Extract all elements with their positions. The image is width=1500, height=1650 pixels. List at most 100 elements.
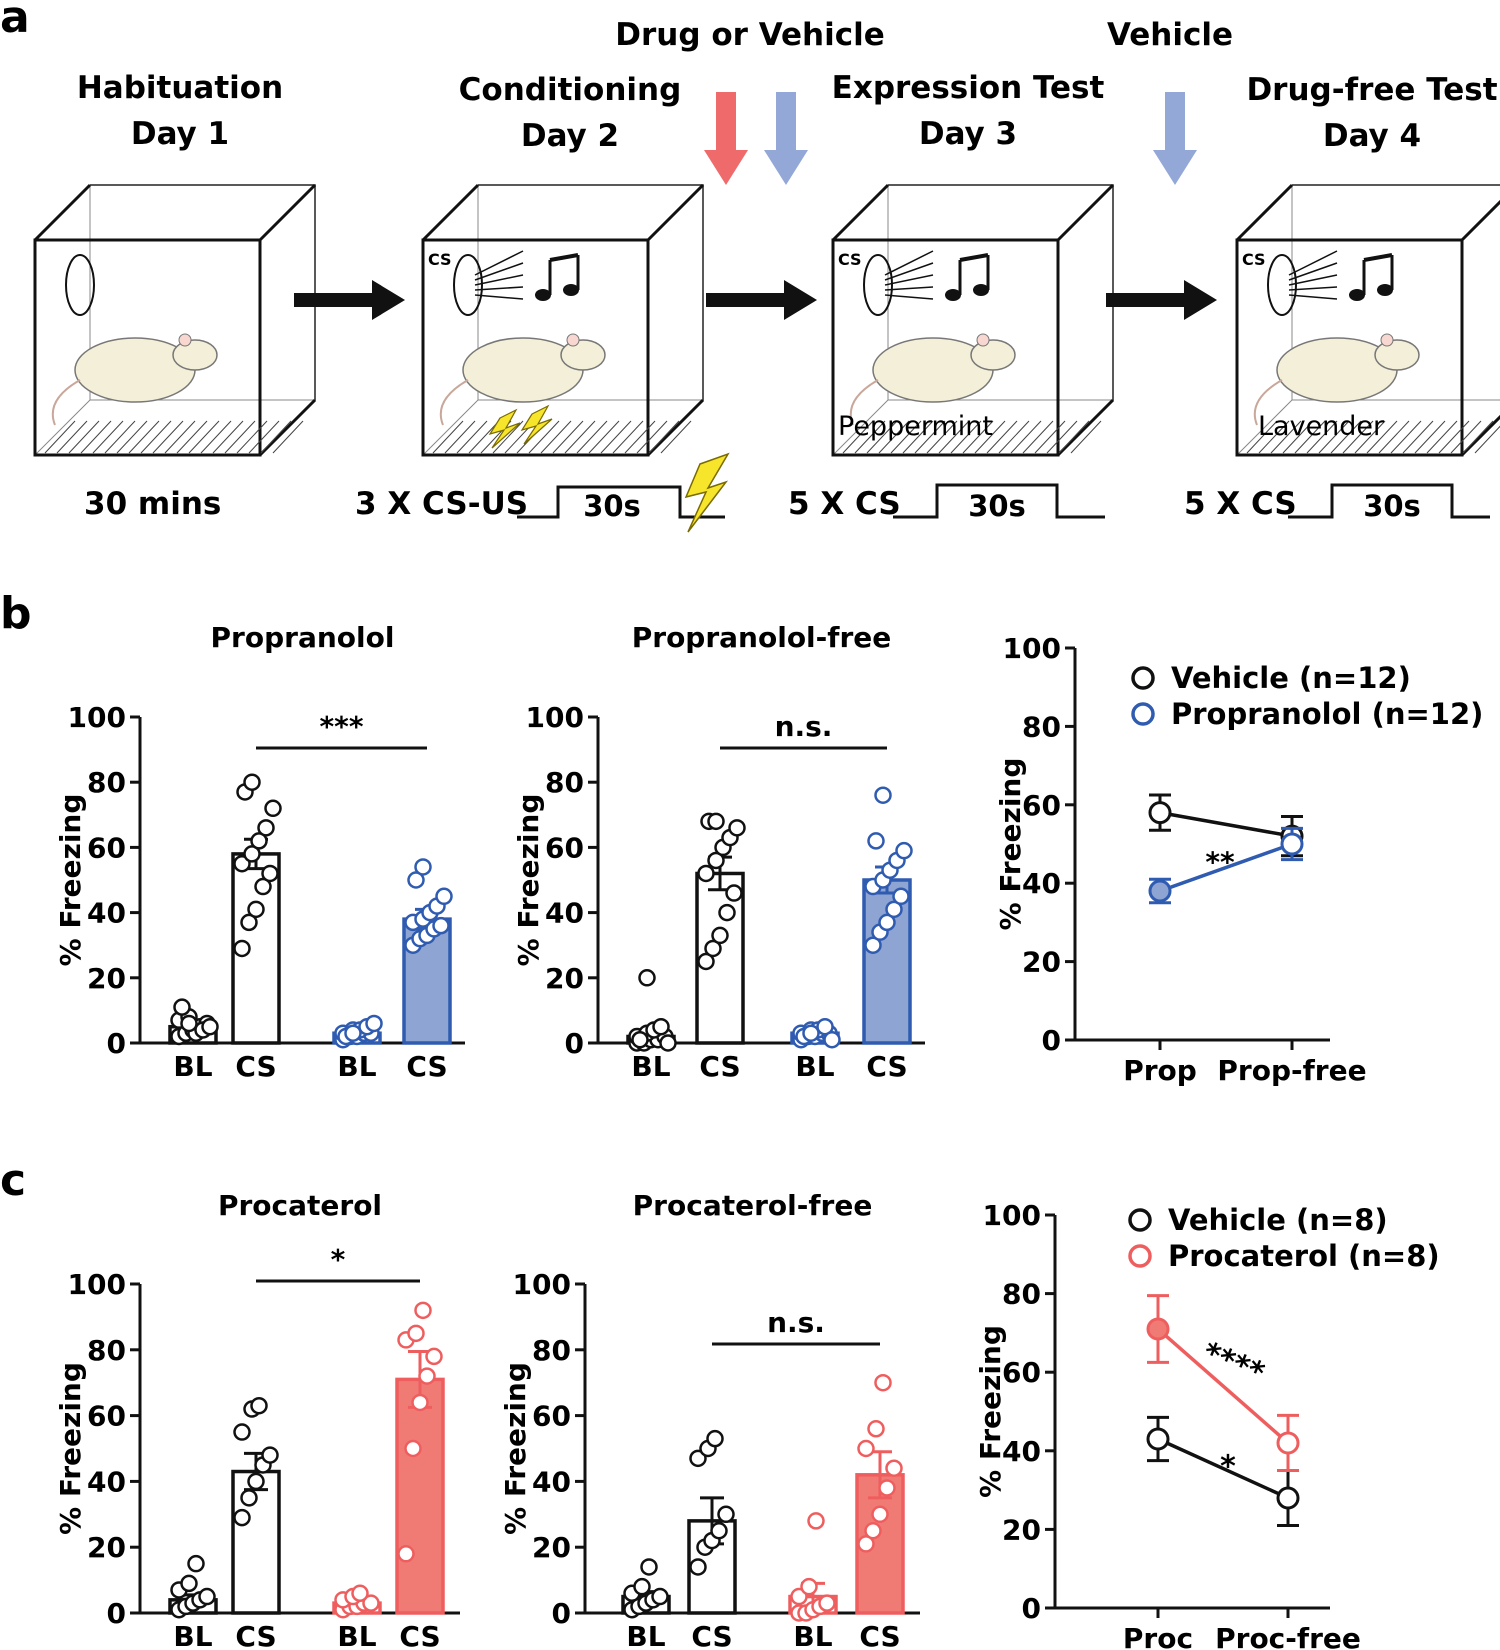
b1-point [432, 916, 450, 935]
b1-point [240, 913, 258, 932]
c2-point [807, 1512, 825, 1530]
c1-point [404, 1439, 422, 1458]
c1-point [407, 1324, 425, 1343]
flow-arrow-icon [1106, 280, 1217, 320]
b2-point [878, 913, 896, 932]
c1-point [414, 1301, 432, 1320]
c1-ytick-label: 100 [68, 1268, 126, 1301]
b1-point [173, 998, 191, 1016]
b1-point [264, 799, 282, 818]
c1-ytick-label: 20 [87, 1531, 126, 1564]
protocol-2: 3 X CS-US [355, 486, 528, 522]
c1-point [247, 1472, 265, 1491]
c1-point [261, 1446, 279, 1464]
b2-point [885, 900, 903, 919]
c2-xtick-label: CS [859, 1620, 900, 1650]
b1-ylabel: % Freezing [54, 794, 87, 967]
b1-point [261, 864, 279, 883]
c1-point [180, 1574, 198, 1593]
b1-ytick-label: 40 [87, 897, 126, 930]
c1-point [411, 1393, 429, 1412]
b1-point [243, 845, 261, 863]
rat-icon [439, 333, 606, 426]
c2-point [864, 1522, 882, 1540]
pulse-2: 30s [583, 489, 641, 523]
c3-point [1146, 1427, 1170, 1451]
stage-4-title: Drug-free Test [1246, 72, 1497, 108]
b2-title: Propranolol-free [632, 621, 892, 654]
b3-ylabel: % Freezing [994, 758, 1027, 931]
speaker-icon [1267, 254, 1297, 316]
c1-point [250, 1396, 268, 1415]
b1-point [180, 1014, 198, 1033]
b1-point [247, 900, 265, 919]
c1-point [397, 1545, 415, 1563]
b2-ytick-label: 60 [545, 831, 584, 864]
b2-point [895, 841, 913, 860]
c2-point [651, 1587, 669, 1606]
b3-point [1148, 801, 1172, 825]
b3-point [1280, 832, 1304, 856]
b3-legend-label: Propranolol (n=12) [1171, 697, 1483, 731]
b1-xtick-label: CS [235, 1050, 276, 1083]
b3-point [1148, 879, 1172, 903]
b3-series-line [1159, 842, 1293, 893]
c2-point [818, 1594, 836, 1612]
c1-point [351, 1584, 369, 1603]
flow-arrows [294, 280, 1217, 320]
c1-title: Procaterol [218, 1189, 382, 1222]
cs-label: CS [838, 250, 862, 269]
b2-xtick-label: BL [631, 1050, 670, 1083]
b3-legend-marker [1131, 702, 1155, 726]
c1-xtick-label: CS [399, 1620, 440, 1650]
stage-3-day: Day 3 [919, 116, 1017, 152]
flow-arrow-icon [294, 280, 405, 320]
c1-point [233, 1423, 251, 1441]
c3-legend-label: Vehicle (n=8) [1168, 1203, 1388, 1237]
b2-xtick-label: CS [699, 1050, 740, 1083]
c1-point [418, 1367, 436, 1385]
chart-c3: 0 20 40 60 80 100 % Freezing Proc Proc-free Vehic… [974, 1199, 1440, 1650]
b3-legend-label: Vehicle (n=12) [1171, 661, 1411, 695]
b3-ytick-label: 0 [1042, 1024, 1061, 1057]
c1-point [362, 1594, 380, 1612]
b2-point [704, 939, 722, 958]
b2-point [892, 887, 910, 906]
b1-ytick-label: 0 [107, 1027, 126, 1060]
c2-xtick-label: BL [626, 1620, 665, 1650]
stage-4-day: Day 4 [1323, 118, 1421, 154]
c2-point [874, 1373, 892, 1392]
stage-1-title: Habituation [77, 70, 283, 106]
b2-point [864, 936, 882, 954]
c1-ytick-label: 0 [107, 1597, 126, 1630]
c2-point [878, 1479, 896, 1497]
cage-3: CS [831, 183, 1115, 457]
b1-point [254, 877, 272, 896]
c2-title: Procaterol-free [633, 1189, 873, 1222]
b2-xtick-label: BL [795, 1050, 834, 1083]
c2-point [633, 1577, 651, 1596]
b1-ytick-label: 20 [87, 962, 126, 995]
c1-xtick-label: BL [173, 1620, 212, 1650]
c3-legend-marker [1128, 1244, 1152, 1268]
b2-point [718, 903, 736, 922]
chart-b1: 0 20 40 60 80 100 Propranolol % Freezing BL CS BL C… [54, 621, 465, 1083]
b2-ytick-label: 0 [565, 1027, 584, 1060]
c2-point [717, 1505, 735, 1524]
b1-title: Propranolol [211, 621, 395, 654]
c2-ylabel: % Freezing [499, 1362, 532, 1535]
b1-xtick-label: BL [173, 1050, 212, 1083]
stage-2-day: Day 2 [521, 118, 619, 154]
c3-xtick-label: Proc [1123, 1622, 1193, 1650]
chart-b2: 0 20 40 60 80 100 Propranolol-free % Freezing BL… [512, 621, 925, 1083]
speaker-icon [453, 254, 483, 316]
c2-point [885, 1459, 903, 1477]
c2-ytick-label: 0 [552, 1597, 571, 1630]
treatment-vehicle: Vehicle [1107, 17, 1233, 53]
lightning-icon [684, 452, 730, 533]
c2-sig-label: n.s. [767, 1306, 825, 1339]
c3-point [1276, 1431, 1300, 1455]
b3-ytick-label: 100 [1003, 632, 1061, 665]
b3-ytick-label: 60 [1022, 789, 1061, 822]
